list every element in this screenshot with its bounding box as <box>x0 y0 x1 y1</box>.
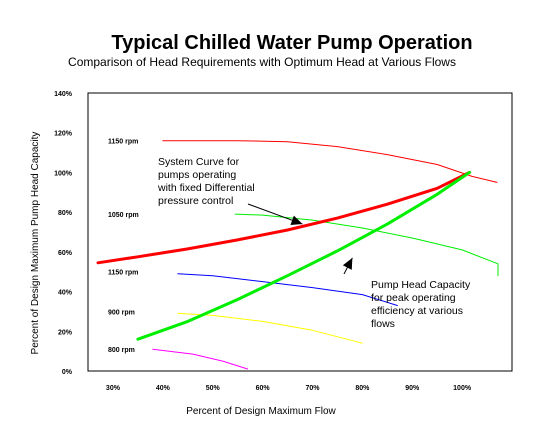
y-tick-labels: 0% 20% 40% 60% 80% 100% 120% 140% <box>54 91 73 376</box>
y-tick-label: 120% <box>54 131 73 138</box>
x-tick-label: 60% <box>256 385 271 392</box>
y-tick-label: 0% <box>62 369 73 376</box>
annotation-text: pumps operating <box>158 169 236 181</box>
y-tick-label: 80% <box>58 210 73 217</box>
annotation-text: pressure control <box>158 195 233 207</box>
annotation-arrowhead <box>342 257 353 270</box>
y-tick-label: 20% <box>58 329 73 336</box>
x-tick-labels: 30% 40% 50% 60% 70% 80% 90% 100% <box>106 385 472 392</box>
x-axis-label: Percent of Design Maximum Flow <box>186 406 336 417</box>
operating-curve-line <box>136 170 472 341</box>
x-tick-label: 90% <box>405 385 420 392</box>
rpm-label: 1050 rpm <box>108 212 139 219</box>
rpm-label: 900 rpm <box>108 309 135 316</box>
x-tick-label: 70% <box>305 385 320 392</box>
y-tick-label: 140% <box>54 91 73 98</box>
annotation-text: with fixed Differential <box>157 182 255 194</box>
annotation-text: System Curve for <box>158 156 240 168</box>
x-tick-label: 80% <box>355 385 370 392</box>
y-axis-label: Percent of Design Maximum Pump Head Capa… <box>30 132 41 355</box>
chart-subtitle: Comparison of Head Requirements with Opt… <box>68 55 456 69</box>
annotation-arrowhead <box>290 215 303 225</box>
chart-title: Typical Chilled Water Pump Operation <box>111 32 472 54</box>
annotation-text: flows <box>371 318 395 330</box>
rpm-label: 1150 rpm <box>108 270 138 277</box>
rpm-label: 800 rpm <box>108 347 135 354</box>
rpm-label: 1150 rpm <box>108 139 138 146</box>
y-tick-label: 40% <box>58 290 73 297</box>
x-tick-label: 50% <box>206 385 221 392</box>
pump-curve-line <box>234 213 499 277</box>
pump-curve-line <box>177 273 398 306</box>
y-tick-label: 100% <box>54 170 73 177</box>
plot-area-frame <box>87 92 513 372</box>
x-tick-label: 40% <box>156 385 171 392</box>
pump-curve-line <box>152 348 249 370</box>
annotation-text: efficiency at various <box>371 305 463 317</box>
x-tick-label: 100% <box>453 385 472 392</box>
annotation-text: Pump Head Capacity <box>371 279 471 291</box>
series-layer <box>96 140 499 370</box>
annotation-text: for peak operating <box>371 292 456 304</box>
y-tick-label: 60% <box>58 250 73 257</box>
rpm-labels: 1150 rpm 1050 rpm 1150 rpm 900 rpm 800 rpm <box>108 139 139 354</box>
operating-curve-line <box>96 170 472 265</box>
x-tick-label: 30% <box>106 385 121 392</box>
